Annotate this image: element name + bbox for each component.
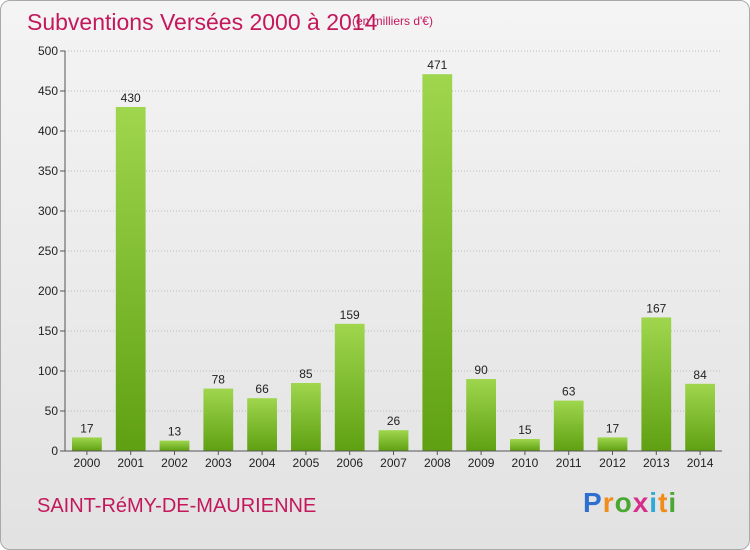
data-label-2000: 17: [80, 421, 94, 435]
x-tick-label-2009: 2009: [468, 456, 495, 470]
y-tick-label: 450: [38, 84, 58, 98]
data-label-2012: 17: [606, 421, 620, 435]
x-tick-label-2010: 2010: [512, 456, 539, 470]
logo-letter: t: [658, 487, 669, 518]
data-label-2008: 471: [427, 58, 447, 72]
logo-letter: i: [649, 487, 659, 518]
data-label-2010: 15: [518, 423, 532, 437]
logo-letter: P: [583, 487, 603, 518]
x-tick-label-2002: 2002: [161, 456, 188, 470]
data-label-2011: 63: [562, 385, 576, 399]
logo-letter: i: [668, 487, 678, 518]
labels: 0 50 100 150 200 250 300 350 400 450 500 17 2000 430 2…: [38, 44, 714, 470]
data-label-2013: 167: [646, 301, 666, 315]
chart-title: Subventions Versées 2000 à 2014: [27, 9, 378, 35]
bar-2001: [115, 107, 146, 451]
bar-2011: [553, 400, 584, 451]
axes: [60, 50, 722, 455]
x-tick-label-2004: 2004: [249, 456, 276, 470]
y-tick-label: 200: [38, 284, 58, 298]
x-tick-label-2006: 2006: [336, 456, 363, 470]
logo-letter: o: [614, 487, 633, 518]
proxiti-logo: Proxiti: [583, 487, 677, 519]
data-label-2014: 84: [693, 368, 707, 382]
bar-2008: [422, 74, 453, 451]
bar-2004: [247, 398, 277, 451]
y-tick-label: 400: [38, 124, 58, 138]
data-label-2006: 159: [340, 308, 360, 322]
commune-name: SAINT-RéMY-DE-MAURIENNE: [37, 495, 317, 517]
bar-2003: [203, 388, 234, 451]
y-tick-label: 500: [38, 44, 58, 58]
bar-2005: [291, 383, 321, 451]
chart-subtitle: (en milliers d'€): [352, 14, 433, 28]
x-tick-label-2014: 2014: [687, 456, 714, 470]
y-tick-label: 300: [38, 204, 58, 218]
bars: [72, 74, 715, 451]
bar-2009: [466, 379, 496, 451]
x-tick-label-2012: 2012: [599, 456, 626, 470]
x-tick-label-2013: 2013: [643, 456, 670, 470]
x-tick-label-2000: 2000: [74, 456, 101, 470]
bar-2010: [510, 439, 540, 451]
logo-letter: x: [632, 487, 650, 518]
data-label-2004: 66: [255, 382, 269, 396]
x-tick-label-2007: 2007: [380, 456, 407, 470]
bar-2007: [378, 430, 409, 451]
y-tick-label: 0: [51, 444, 58, 458]
data-label-2005: 85: [299, 367, 313, 381]
grid-lines: [65, 50, 722, 412]
x-tick-label-2003: 2003: [205, 456, 232, 470]
y-tick-label: 250: [38, 244, 58, 258]
logo-letter: r: [602, 487, 615, 518]
data-label-2002: 13: [168, 425, 182, 439]
bar-2006: [334, 323, 365, 451]
y-tick-label: 350: [38, 164, 58, 178]
data-label-2001: 430: [121, 91, 141, 105]
data-label-2009: 90: [474, 363, 488, 377]
bar-2014: [685, 383, 715, 451]
bar-2012: [597, 437, 628, 451]
y-tick-label: 50: [45, 404, 59, 418]
x-tick-label-2011: 2011: [556, 456, 582, 470]
data-label-2007: 26: [387, 414, 401, 428]
bar-2002: [159, 440, 190, 451]
data-label-2003: 78: [212, 373, 226, 387]
y-tick-label: 150: [38, 324, 58, 338]
x-tick-label-2001: 2001: [117, 456, 144, 470]
bar-2000: [72, 437, 102, 451]
x-tick-label-2008: 2008: [424, 456, 451, 470]
x-tick-label-2005: 2005: [293, 456, 320, 470]
bar-2013: [641, 317, 672, 451]
y-tick-label: 100: [38, 364, 58, 378]
